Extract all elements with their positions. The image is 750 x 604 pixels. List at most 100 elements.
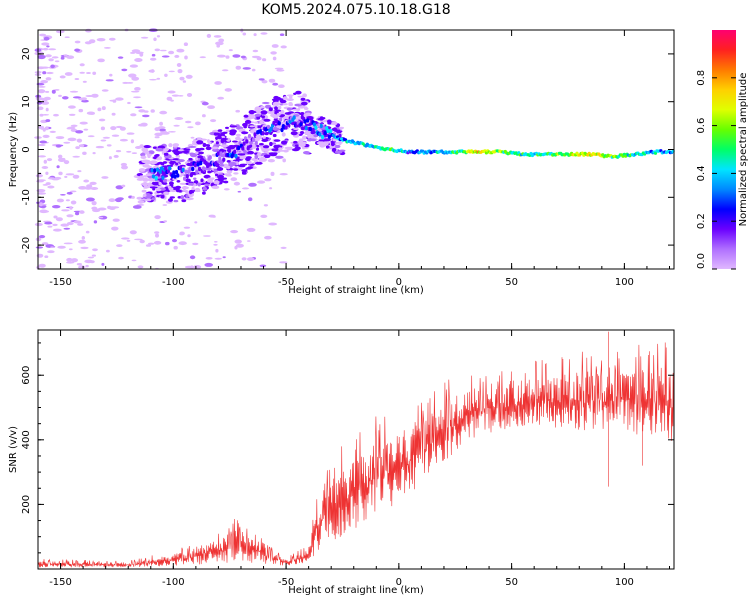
spectral-blob (202, 191, 206, 195)
noise-blob (120, 162, 127, 167)
noise-blob (45, 77, 52, 81)
noise-blob (92, 71, 97, 76)
noise-blob (139, 239, 145, 244)
ridge-cell (161, 175, 165, 180)
spectral-blob (146, 193, 151, 196)
spectral-blob (254, 121, 258, 124)
x-tick-label: -100 (162, 577, 185, 588)
spectral-blob (204, 166, 212, 171)
noise-blob (109, 73, 113, 77)
noise-blob (60, 157, 66, 161)
spectral-blob (175, 155, 181, 158)
noise-blob (176, 48, 185, 53)
spectral-blob (261, 138, 269, 142)
spectral-blob (261, 101, 270, 105)
spectral-blob (202, 186, 207, 191)
noise-blob (96, 38, 106, 42)
ridge-cell (155, 167, 160, 172)
noise-blob (264, 235, 272, 240)
spectral-blob (136, 178, 144, 181)
ridge-cell (173, 174, 177, 179)
spectral-blob (181, 150, 190, 153)
spectral-blob (196, 137, 203, 141)
noise-blob (138, 123, 145, 127)
noise-blob (85, 264, 89, 268)
noise-blob (204, 262, 213, 267)
ridge-cell (245, 139, 249, 144)
noise-blob (100, 126, 105, 131)
noise-blob (222, 256, 226, 259)
noise-blob (148, 242, 155, 245)
noise-blob (224, 88, 232, 92)
spectral-blob (152, 146, 157, 149)
noise-blob (58, 94, 62, 97)
spectral-blob (262, 145, 270, 149)
noise-blob (37, 66, 45, 70)
spectral-blob (241, 169, 248, 173)
noise-blob (72, 96, 82, 99)
x-tick-label: -150 (49, 577, 72, 588)
noise-blob (74, 48, 80, 52)
spectral-blob (235, 133, 241, 137)
noise-blob (270, 51, 277, 55)
ridge-cell (233, 149, 237, 154)
ridge-cell (216, 151, 220, 156)
ridge-cell (201, 166, 206, 171)
noise-blob (272, 56, 277, 61)
ridge-cell (277, 120, 281, 126)
spectral-blob (173, 152, 180, 155)
spectral-blob (191, 186, 195, 191)
spectral-blob (195, 156, 199, 161)
noise-blob (62, 96, 69, 100)
spectral-blob (220, 137, 229, 141)
noise-blob (97, 107, 102, 112)
noise-blob (280, 246, 287, 249)
noise-blob (228, 49, 233, 52)
spectral-blob (277, 105, 282, 110)
spectral-blob (241, 171, 247, 175)
noise-blob (52, 205, 61, 209)
noise-blob (69, 190, 77, 193)
y-tick-label: 10 (21, 95, 32, 108)
noise-blob (126, 132, 135, 135)
spectral-blob (316, 141, 325, 145)
noise-blob (242, 32, 247, 36)
spectral-blob (274, 106, 278, 111)
spectral-blob (217, 166, 222, 171)
ridge-cell (150, 168, 154, 173)
noise-blob (89, 260, 95, 264)
noise-blob (43, 36, 50, 41)
y-tick-label: 600 (21, 366, 32, 385)
noise-blob (53, 215, 58, 219)
noise-blob (137, 265, 144, 269)
spectral-blob (175, 185, 182, 190)
noise-blob (242, 67, 251, 70)
spectral-blob (300, 97, 306, 101)
noise-blob (41, 42, 50, 46)
spectral-blob (256, 144, 260, 148)
noise-blob (223, 188, 230, 191)
spectral-blob (272, 133, 277, 138)
spectral-blob (168, 143, 173, 148)
spectral-blob (139, 144, 144, 148)
noise-blob (46, 158, 53, 162)
noise-blob (159, 121, 164, 126)
noise-blob (38, 155, 46, 158)
noise-blob (235, 109, 240, 113)
noise-blob (184, 55, 188, 60)
spectral-blob (177, 159, 185, 163)
noise-blob (258, 78, 265, 81)
noise-blob (154, 215, 161, 220)
noise-blob (185, 120, 192, 124)
spectral-blob (300, 126, 306, 131)
spectral-blob (141, 147, 148, 152)
noise-blob (160, 111, 166, 114)
noise-blob (174, 117, 184, 120)
spectral-blob (207, 170, 212, 174)
spectral-blob (207, 177, 215, 181)
noise-blob (58, 171, 63, 176)
spectral-blob (238, 138, 243, 141)
noise-blob (207, 105, 216, 109)
noise-blob (214, 257, 222, 260)
noise-blob (119, 138, 128, 142)
